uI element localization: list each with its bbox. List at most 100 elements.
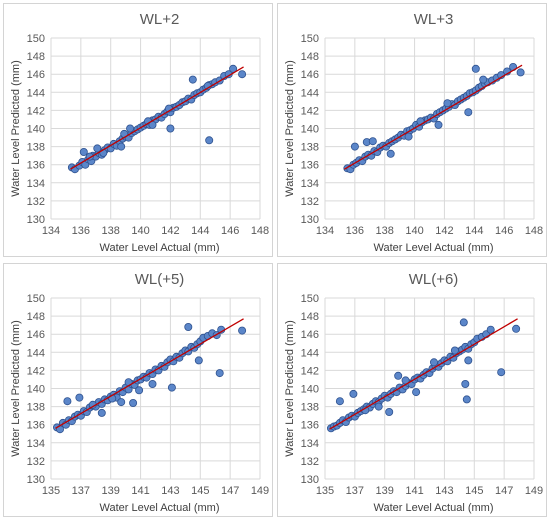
y-tick-label: 134 xyxy=(27,178,45,190)
data-point xyxy=(238,70,247,79)
data-point xyxy=(464,108,473,117)
y-axis-label: Water Level Predicted (mm) xyxy=(284,320,296,457)
data-point xyxy=(368,137,377,146)
y-tick-label: 144 xyxy=(27,347,45,359)
data-point xyxy=(512,324,521,333)
x-tick-label: 139 xyxy=(376,485,394,497)
data-point xyxy=(238,326,247,335)
x-tick-label: 136 xyxy=(346,225,364,237)
y-tick-label: 150 xyxy=(27,293,45,305)
data-point xyxy=(385,407,394,416)
y-tick-label: 142 xyxy=(301,105,319,117)
x-tick-label: 142 xyxy=(161,225,179,237)
data-point xyxy=(412,388,421,397)
y-tick-label: 146 xyxy=(301,69,319,81)
y-tick-label: 148 xyxy=(27,311,45,323)
data-point xyxy=(471,64,480,73)
x-tick-label: 138 xyxy=(376,225,394,237)
data-point xyxy=(459,318,468,327)
y-tick-label: 138 xyxy=(301,142,319,154)
trend-line xyxy=(70,66,244,170)
y-tick-label: 136 xyxy=(27,160,45,172)
data-point xyxy=(486,325,495,334)
scatter-chart-3: WL(+5) 130 132 134 136 138 140 142 144 146 148 150 1… xyxy=(10,271,269,514)
y-tick-label: 132 xyxy=(301,456,319,468)
x-tick-label: 141 xyxy=(131,485,149,497)
scatter-chart-2: WL+3 130 132 134 136 138 140 142 144 146 148 150 134… xyxy=(284,11,543,254)
data-point xyxy=(443,99,452,108)
data-point xyxy=(450,346,459,355)
chart-title: WL(+6) xyxy=(409,271,459,288)
chart-title: WL+3 xyxy=(414,11,454,28)
y-tick-label: 144 xyxy=(301,347,319,359)
x-tick-label: 141 xyxy=(405,485,423,497)
x-tick-label: 145 xyxy=(465,485,483,497)
data-point xyxy=(129,398,138,407)
x-tick-label: 147 xyxy=(495,485,513,497)
x-tick-label: 143 xyxy=(161,485,179,497)
data-point xyxy=(75,393,84,402)
scatter-chart-4: WL(+6) 130 132 134 136 138 140 142 144 146 148 150 1… xyxy=(284,271,543,514)
y-tick-label: 146 xyxy=(301,329,319,341)
data-point xyxy=(166,124,175,133)
y-tick-label: 140 xyxy=(27,124,45,136)
y-tick-label: 134 xyxy=(301,438,319,450)
x-tick-label: 142 xyxy=(435,225,453,237)
data-point xyxy=(205,136,214,145)
data-point xyxy=(215,369,224,378)
data-point xyxy=(461,380,470,389)
chart-panel-4: WL(+6) 130 132 134 136 138 140 142 144 146 148 150 1… xyxy=(277,263,547,517)
y-tick-label: 140 xyxy=(301,384,319,396)
y-tick-label: 130 xyxy=(27,214,45,226)
trend-line xyxy=(55,318,244,429)
y-tick-label: 146 xyxy=(27,69,45,81)
data-point xyxy=(335,397,344,406)
x-tick-label: 143 xyxy=(435,485,453,497)
x-tick-label: 140 xyxy=(131,225,149,237)
x-tick-label: 134 xyxy=(42,225,60,237)
y-tick-label: 140 xyxy=(301,124,319,136)
x-axis-label: Water Level Actual (mm) xyxy=(99,502,219,514)
y-tick-label: 138 xyxy=(27,402,45,414)
y-tick-label: 136 xyxy=(301,160,319,172)
trend-line xyxy=(329,318,518,430)
y-tick-label: 148 xyxy=(27,51,45,63)
data-point xyxy=(188,75,197,84)
x-tick-label: 146 xyxy=(221,225,239,237)
data-point xyxy=(117,142,126,151)
data-point xyxy=(135,386,144,395)
y-tick-label: 132 xyxy=(27,456,45,468)
x-tick-label: 140 xyxy=(405,225,423,237)
x-tick-label: 139 xyxy=(102,485,120,497)
data-point xyxy=(126,124,135,133)
trend-line xyxy=(344,64,523,170)
data-point xyxy=(516,68,525,77)
x-tick-label: 136 xyxy=(72,225,90,237)
x-tick-label: 144 xyxy=(191,225,209,237)
scatter-chart-1: WL+2 130 132 134 136 138 140 142 144 146 148 150 134… xyxy=(10,11,269,254)
y-tick-label: 132 xyxy=(301,196,319,208)
x-tick-label: 134 xyxy=(316,225,334,237)
data-point xyxy=(79,147,88,156)
x-tick-label: 145 xyxy=(191,485,209,497)
data-point xyxy=(63,397,72,406)
x-tick-label: 148 xyxy=(525,225,543,237)
y-tick-label: 142 xyxy=(27,105,45,117)
y-tick-label: 144 xyxy=(27,87,45,99)
data-point xyxy=(394,371,403,380)
y-tick-label: 130 xyxy=(27,474,45,486)
data-point xyxy=(93,144,102,153)
y-tick-label: 132 xyxy=(27,196,45,208)
y-tick-label: 142 xyxy=(27,365,45,377)
y-tick-label: 138 xyxy=(301,402,319,414)
y-tick-label: 134 xyxy=(301,178,319,190)
y-tick-label: 150 xyxy=(27,33,45,45)
y-tick-label: 148 xyxy=(301,311,319,323)
data-point xyxy=(350,142,359,151)
x-tick-label: 135 xyxy=(42,485,60,497)
x-axis-label: Water Level Actual (mm) xyxy=(373,502,493,514)
data-point xyxy=(374,402,383,411)
data-point xyxy=(497,368,506,377)
y-tick-label: 150 xyxy=(301,33,319,45)
data-point xyxy=(404,132,413,141)
